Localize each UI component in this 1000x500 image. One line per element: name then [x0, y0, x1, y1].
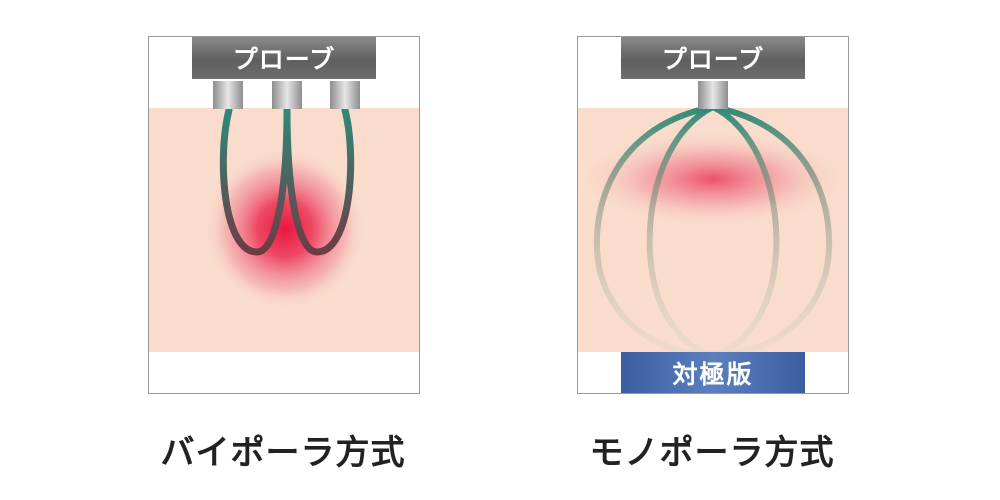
bipolar-caption: バイポーラ方式: [160, 433, 406, 473]
electrode-pin: [272, 81, 302, 109]
electrode-pin: [698, 81, 728, 109]
field-line: [646, 104, 715, 357]
current-field-lines: [593, 104, 833, 358]
monopolar-caption: モノポーラ方式: [589, 433, 835, 473]
bipolar-diagram-graphic: [149, 81, 419, 352]
counter-plate-label: 対極版: [621, 352, 805, 393]
probe-label: プローブ: [192, 37, 376, 79]
electrode-wire-loop: [219, 106, 291, 256]
heat-zone: [205, 149, 365, 309]
field-line: [593, 104, 714, 358]
electrode-pin: [330, 81, 360, 109]
bipolar-diagram-panel: プローブ: [148, 36, 420, 394]
probe-label: プローブ: [621, 37, 805, 79]
electrode-wire-loop: [283, 106, 355, 256]
monopolar-diagram-graphic: [578, 81, 848, 358]
field-line: [711, 104, 780, 357]
electrode-pin: [213, 81, 243, 109]
field-line: [712, 104, 833, 358]
monopolar-diagram-panel: プローブ 対極版: [577, 36, 849, 394]
